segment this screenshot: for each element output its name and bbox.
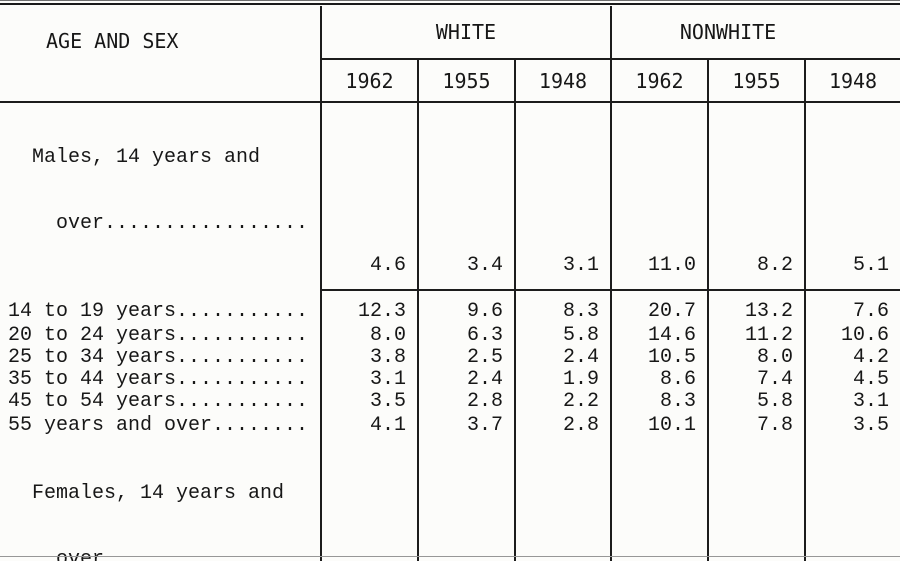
- cell-white-1962: 5.5: [320, 439, 417, 561]
- table-row: 45 to 54 years........... 3.5 2.8 2.2 8.…: [0, 391, 900, 413]
- cell-nonwhite-1948: 10.6: [804, 325, 900, 347]
- table-row: 14 to 19 years........... 12.3 9.6 8.3 2…: [0, 291, 900, 325]
- cell-nonwhite-1962: 20.7: [610, 291, 707, 325]
- cell-nonwhite-1962: 11.0: [610, 103, 708, 291]
- table-row: 20 to 24 years........... 8.0 6.3 5.8 14…: [0, 325, 900, 347]
- cell-nonwhite-1948: 3.5: [804, 413, 900, 439]
- cell-nonwhite-1948: 4.2: [804, 347, 900, 369]
- cell-white-1948: 8.3: [514, 291, 610, 325]
- cell-white-1962: 3.1: [320, 369, 417, 391]
- cell-white-1955: 2.5: [417, 347, 514, 369]
- cell-nonwhite-1955: 8.2: [707, 103, 805, 291]
- row-label: 25 to 34 years...........: [8, 347, 309, 369]
- females-total-label: Females, 14 years and over..............…: [0, 439, 320, 561]
- cell-nonwhite-1948: 5.2: [804, 439, 900, 561]
- cell-white-1962: 3.5: [320, 391, 417, 413]
- cell-white-1948: 5.8: [514, 325, 610, 347]
- row-label: 20 to 24 years...........: [8, 325, 309, 347]
- cell-nonwhite-1962: 14.6: [610, 325, 707, 347]
- cell-white-1955: 3.4: [417, 103, 514, 291]
- cell-nonwhite-1955: 8.0: [707, 347, 804, 369]
- cell-nonwhite-1955: 7.8: [707, 413, 804, 439]
- cell-nonwhite-1962: 10.1: [610, 413, 707, 439]
- year-header-white-1948: 1948: [514, 60, 611, 103]
- header-year-row: 1962 1955 1948 1962 1955 1948: [0, 60, 900, 103]
- group-header-white: WHITE: [320, 6, 611, 60]
- row-label: 55 years and over........: [8, 414, 309, 437]
- row-label: 35 to 44 years...........: [8, 369, 309, 391]
- top-rule-heavy: [0, 3, 900, 5]
- cell-white-1948: 2.2: [514, 391, 610, 413]
- table-row: 35 to 44 years........... 3.1 2.4 1.9 8.…: [0, 369, 900, 391]
- cell-nonwhite-1948: 7.6: [804, 291, 900, 325]
- cell-nonwhite-1948: 3.1: [804, 391, 900, 413]
- cell-nonwhite-1948: 5.1: [804, 103, 900, 291]
- cell-nonwhite-1955: 13.2: [707, 291, 804, 325]
- year-header-nonwhite-1955: 1955: [707, 60, 805, 103]
- cell-white-1962: 3.8: [320, 347, 417, 369]
- cell-white-1962: 4.6: [320, 103, 417, 291]
- year-header-white-1962: 1962: [320, 60, 417, 103]
- row-label: 14 to 19 years...........: [8, 300, 309, 323]
- cell-white-1955: 3.7: [417, 413, 514, 439]
- males-total-label-line1: Males, 14 years and: [8, 146, 261, 169]
- females-total-label-line1: Females, 14 years and: [8, 482, 285, 505]
- cell-white-1948: 2.8: [514, 413, 610, 439]
- cell-nonwhite-1955: 5.8: [707, 391, 804, 413]
- cell-nonwhite-1955: 7.5: [707, 439, 804, 561]
- year-header-white-1955: 1955: [417, 60, 514, 103]
- cell-white-1955: 9.6: [417, 291, 514, 325]
- cell-white-1962: 12.3: [320, 291, 417, 325]
- males-total-label-line2: over.................: [8, 212, 309, 235]
- cell-white-1948: 1.9: [514, 369, 610, 391]
- cell-nonwhite-1962: 8.3: [610, 391, 707, 413]
- males-total-row: Males, 14 years and over................…: [0, 103, 900, 291]
- cell-nonwhite-1962: 8.6: [610, 369, 707, 391]
- cell-nonwhite-1948: 4.5: [804, 369, 900, 391]
- year-header-nonwhite-1962: 1962: [610, 60, 708, 103]
- stub-header: AGE AND SEX: [0, 6, 320, 103]
- females-total-label-line2: over.................: [8, 548, 309, 561]
- group-header-nonwhite: NONWHITE: [610, 6, 900, 60]
- cell-white-1955: 2.4: [417, 369, 514, 391]
- table-row: 25 to 34 years........... 3.8 2.5 2.4 10…: [0, 347, 900, 369]
- cell-white-1948: 3.1: [514, 103, 611, 291]
- cell-white-1955: 3.9: [417, 439, 514, 561]
- year-header-nonwhite-1948: 1948: [804, 60, 900, 103]
- unemployment-rate-table: AGE AND SEX WHITE NONWHITE 1962 1955 194…: [0, 6, 900, 561]
- cell-nonwhite-1962: 10.5: [610, 347, 707, 369]
- table-row: 55 years and over........ 4.1 3.7 2.8 10…: [0, 413, 900, 439]
- cell-white-1948: 2.4: [514, 347, 610, 369]
- cell-white-1962: 4.1: [320, 413, 417, 439]
- cell-white-1962: 8.0: [320, 325, 417, 347]
- header-group-row: AGE AND SEX WHITE NONWHITE: [0, 6, 900, 103]
- cell-white-1948: 3.4: [514, 439, 610, 561]
- row-label: 45 to 54 years...........: [8, 391, 309, 413]
- cell-nonwhite-1955: 7.4: [707, 369, 804, 391]
- cell-nonwhite-1955: 11.2: [707, 325, 804, 347]
- cell-white-1955: 2.8: [417, 391, 514, 413]
- males-total-label: Males, 14 years and over................…: [0, 103, 320, 291]
- females-total-row: Females, 14 years and over..............…: [0, 439, 900, 561]
- bottom-rule-thin: [0, 556, 900, 557]
- top-rule-thin: [0, 0, 900, 1]
- cell-white-1955: 6.3: [417, 325, 514, 347]
- cell-nonwhite-1962: 11.1: [610, 439, 707, 561]
